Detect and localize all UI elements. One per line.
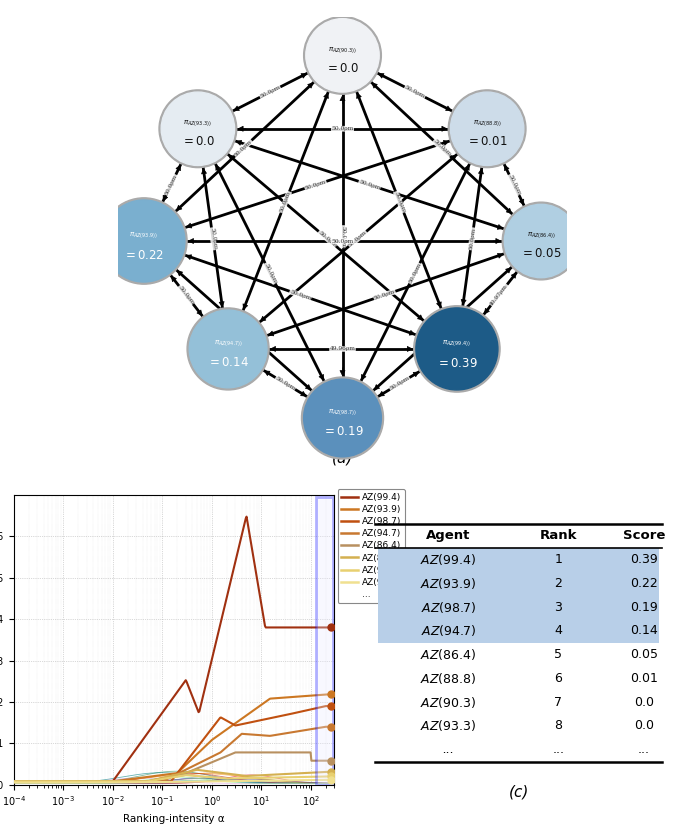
- Text: $\pi_{AZ(86.4))}$: $\pi_{AZ(86.4))}$: [527, 230, 556, 240]
- Text: $\pi_{AZ(88.8))}$: $\pi_{AZ(88.8))}$: [473, 118, 501, 128]
- Text: 50.0ρm: 50.0ρm: [209, 227, 217, 250]
- Text: 50.0ρm: 50.0ρm: [263, 263, 277, 284]
- Text: 50.0ρm: 50.0ρm: [259, 85, 282, 99]
- Text: 0.14: 0.14: [630, 624, 658, 638]
- Text: 50.0ρm: 50.0ρm: [347, 230, 368, 248]
- Circle shape: [159, 90, 237, 168]
- Text: 50.0ρm: 50.0ρm: [408, 263, 422, 284]
- Text: 50.0ρm: 50.0ρm: [393, 191, 406, 213]
- Text: $\mathit{AZ(86.4)}$: $\mathit{AZ(86.4)}$: [420, 647, 477, 662]
- Text: 50.0ρm: 50.0ρm: [432, 320, 452, 339]
- Text: $\mathit{AZ(94.7)}$: $\mathit{AZ(94.7)}$: [421, 624, 476, 638]
- Text: 50.0ρm: 50.0ρm: [234, 139, 253, 158]
- Circle shape: [303, 379, 382, 457]
- FancyBboxPatch shape: [378, 596, 659, 619]
- Text: 50.0ρm: 50.0ρm: [332, 239, 353, 244]
- Circle shape: [504, 204, 577, 278]
- Text: $\mathit{AZ(88.8)}$: $\mathit{AZ(88.8)}$: [421, 671, 476, 686]
- Text: ...: ...: [638, 743, 650, 756]
- FancyBboxPatch shape: [378, 548, 659, 572]
- Text: 2: 2: [554, 577, 562, 590]
- Text: $\pi_{AZ(99.4))}$: $\pi_{AZ(99.4))}$: [443, 338, 471, 348]
- Text: 1: 1: [554, 553, 562, 566]
- Text: 3: 3: [554, 601, 562, 614]
- Text: ...: ...: [552, 743, 564, 756]
- Text: 0.39: 0.39: [630, 553, 658, 566]
- Text: 8: 8: [554, 719, 562, 733]
- Circle shape: [187, 308, 269, 390]
- Text: 6: 6: [554, 672, 562, 685]
- Text: $\mathit{AZ(93.9)}$: $\mathit{AZ(93.9)}$: [420, 576, 477, 591]
- Circle shape: [103, 200, 185, 282]
- Text: ...: ...: [443, 743, 454, 756]
- Text: (a): (a): [332, 450, 353, 466]
- FancyBboxPatch shape: [378, 619, 659, 643]
- Text: 0.22: 0.22: [630, 577, 658, 590]
- Text: 0.01: 0.01: [630, 672, 658, 685]
- Circle shape: [448, 90, 526, 168]
- Text: Agent: Agent: [426, 529, 471, 543]
- Text: 4: 4: [554, 624, 562, 638]
- Circle shape: [161, 92, 234, 165]
- Text: 40.97ρm: 40.97ρm: [489, 283, 509, 306]
- Text: 50.0ρm: 50.0ρm: [389, 376, 410, 392]
- FancyBboxPatch shape: [378, 572, 659, 596]
- Text: $\mathit{AZ(93.3)}$: $\mathit{AZ(93.3)}$: [420, 719, 477, 733]
- Text: 0.0: 0.0: [634, 719, 653, 733]
- Legend: AZ(99.4), AZ(93.9), AZ(98.7), AZ(94.7), AZ(86.4), AZ(88.8), AZ(90.3), AZ(93.3), : AZ(99.4), AZ(93.9), AZ(98.7), AZ(94.7), …: [338, 489, 405, 603]
- Circle shape: [303, 17, 382, 94]
- Text: $\mathit{AZ(90.3)}$: $\mathit{AZ(90.3)}$: [420, 695, 477, 710]
- Text: $= 0.0$: $= 0.0$: [325, 62, 360, 74]
- Bar: [316, 497, 333, 785]
- Text: 0.0: 0.0: [634, 695, 653, 709]
- Text: $= 0.22$: $= 0.22$: [123, 249, 164, 262]
- Text: 5: 5: [554, 648, 562, 661]
- Text: $\pi_{AZ(98.7))}$: $\pi_{AZ(98.7))}$: [328, 407, 357, 417]
- Circle shape: [414, 306, 500, 392]
- Text: 50.0ρm: 50.0ρm: [304, 179, 327, 191]
- Text: $= 0.39$: $= 0.39$: [436, 357, 477, 370]
- Circle shape: [416, 308, 498, 390]
- Text: $\mathit{AZ(98.7)}$: $\mathit{AZ(98.7)}$: [421, 600, 476, 615]
- Circle shape: [451, 92, 524, 165]
- Text: 50.0ρm: 50.0ρm: [403, 85, 426, 99]
- Text: $\pi_{AZ(93.3))}$: $\pi_{AZ(93.3))}$: [184, 118, 212, 128]
- Text: 50.0ρm: 50.0ρm: [275, 376, 296, 392]
- Text: Rank: Rank: [540, 529, 577, 543]
- Text: 0.19: 0.19: [630, 601, 658, 614]
- Text: 50.0ρm: 50.0ρm: [468, 227, 476, 250]
- Circle shape: [502, 202, 580, 280]
- Circle shape: [101, 198, 187, 284]
- Text: $\mathit{AZ(99.4)}$: $\mathit{AZ(99.4)}$: [420, 552, 477, 567]
- Text: 50.0ρm: 50.0ρm: [507, 173, 521, 196]
- Text: 50.0ρm: 50.0ρm: [432, 139, 451, 158]
- Circle shape: [306, 19, 379, 92]
- Text: $= 0.01$: $= 0.01$: [466, 135, 508, 148]
- Text: 50.0ρm: 50.0ρm: [233, 320, 253, 339]
- Text: 50.0ρm: 50.0ρm: [164, 173, 178, 196]
- Text: $= 0.19$: $= 0.19$: [322, 425, 363, 438]
- Text: $\pi_{AZ(93.9))}$: $\pi_{AZ(93.9))}$: [129, 230, 158, 240]
- Text: $= 0.14$: $= 0.14$: [207, 356, 249, 369]
- Circle shape: [301, 377, 384, 459]
- Text: $\pi_{AZ(94.7))}$: $\pi_{AZ(94.7))}$: [214, 338, 242, 348]
- Text: 50.0ρm: 50.0ρm: [358, 179, 381, 191]
- Text: 50.0ρm: 50.0ρm: [177, 285, 195, 306]
- Text: $= 0.05$: $= 0.05$: [521, 247, 562, 260]
- Text: 49.96ρm: 49.96ρm: [329, 346, 356, 351]
- Text: 50.0ρm: 50.0ρm: [289, 289, 312, 301]
- Text: 50.0ρm: 50.0ρm: [279, 191, 292, 213]
- Text: $= 0.0$: $= 0.0$: [181, 135, 215, 148]
- Text: Score: Score: [623, 529, 665, 543]
- X-axis label: Ranking-intensity α: Ranking-intensity α: [123, 814, 225, 824]
- Circle shape: [189, 310, 267, 387]
- Text: 50.0ρm: 50.0ρm: [317, 230, 338, 248]
- Text: 50.0ρm: 50.0ρm: [373, 289, 396, 301]
- Text: 0.05: 0.05: [630, 648, 658, 661]
- Text: 50.0ρm: 50.0ρm: [332, 126, 353, 131]
- Text: 50.0ρm: 50.0ρm: [340, 225, 345, 248]
- Text: (c): (c): [508, 785, 529, 800]
- Text: 7: 7: [554, 695, 562, 709]
- Text: $\pi_{AZ(90.3))}$: $\pi_{AZ(90.3))}$: [328, 45, 357, 55]
